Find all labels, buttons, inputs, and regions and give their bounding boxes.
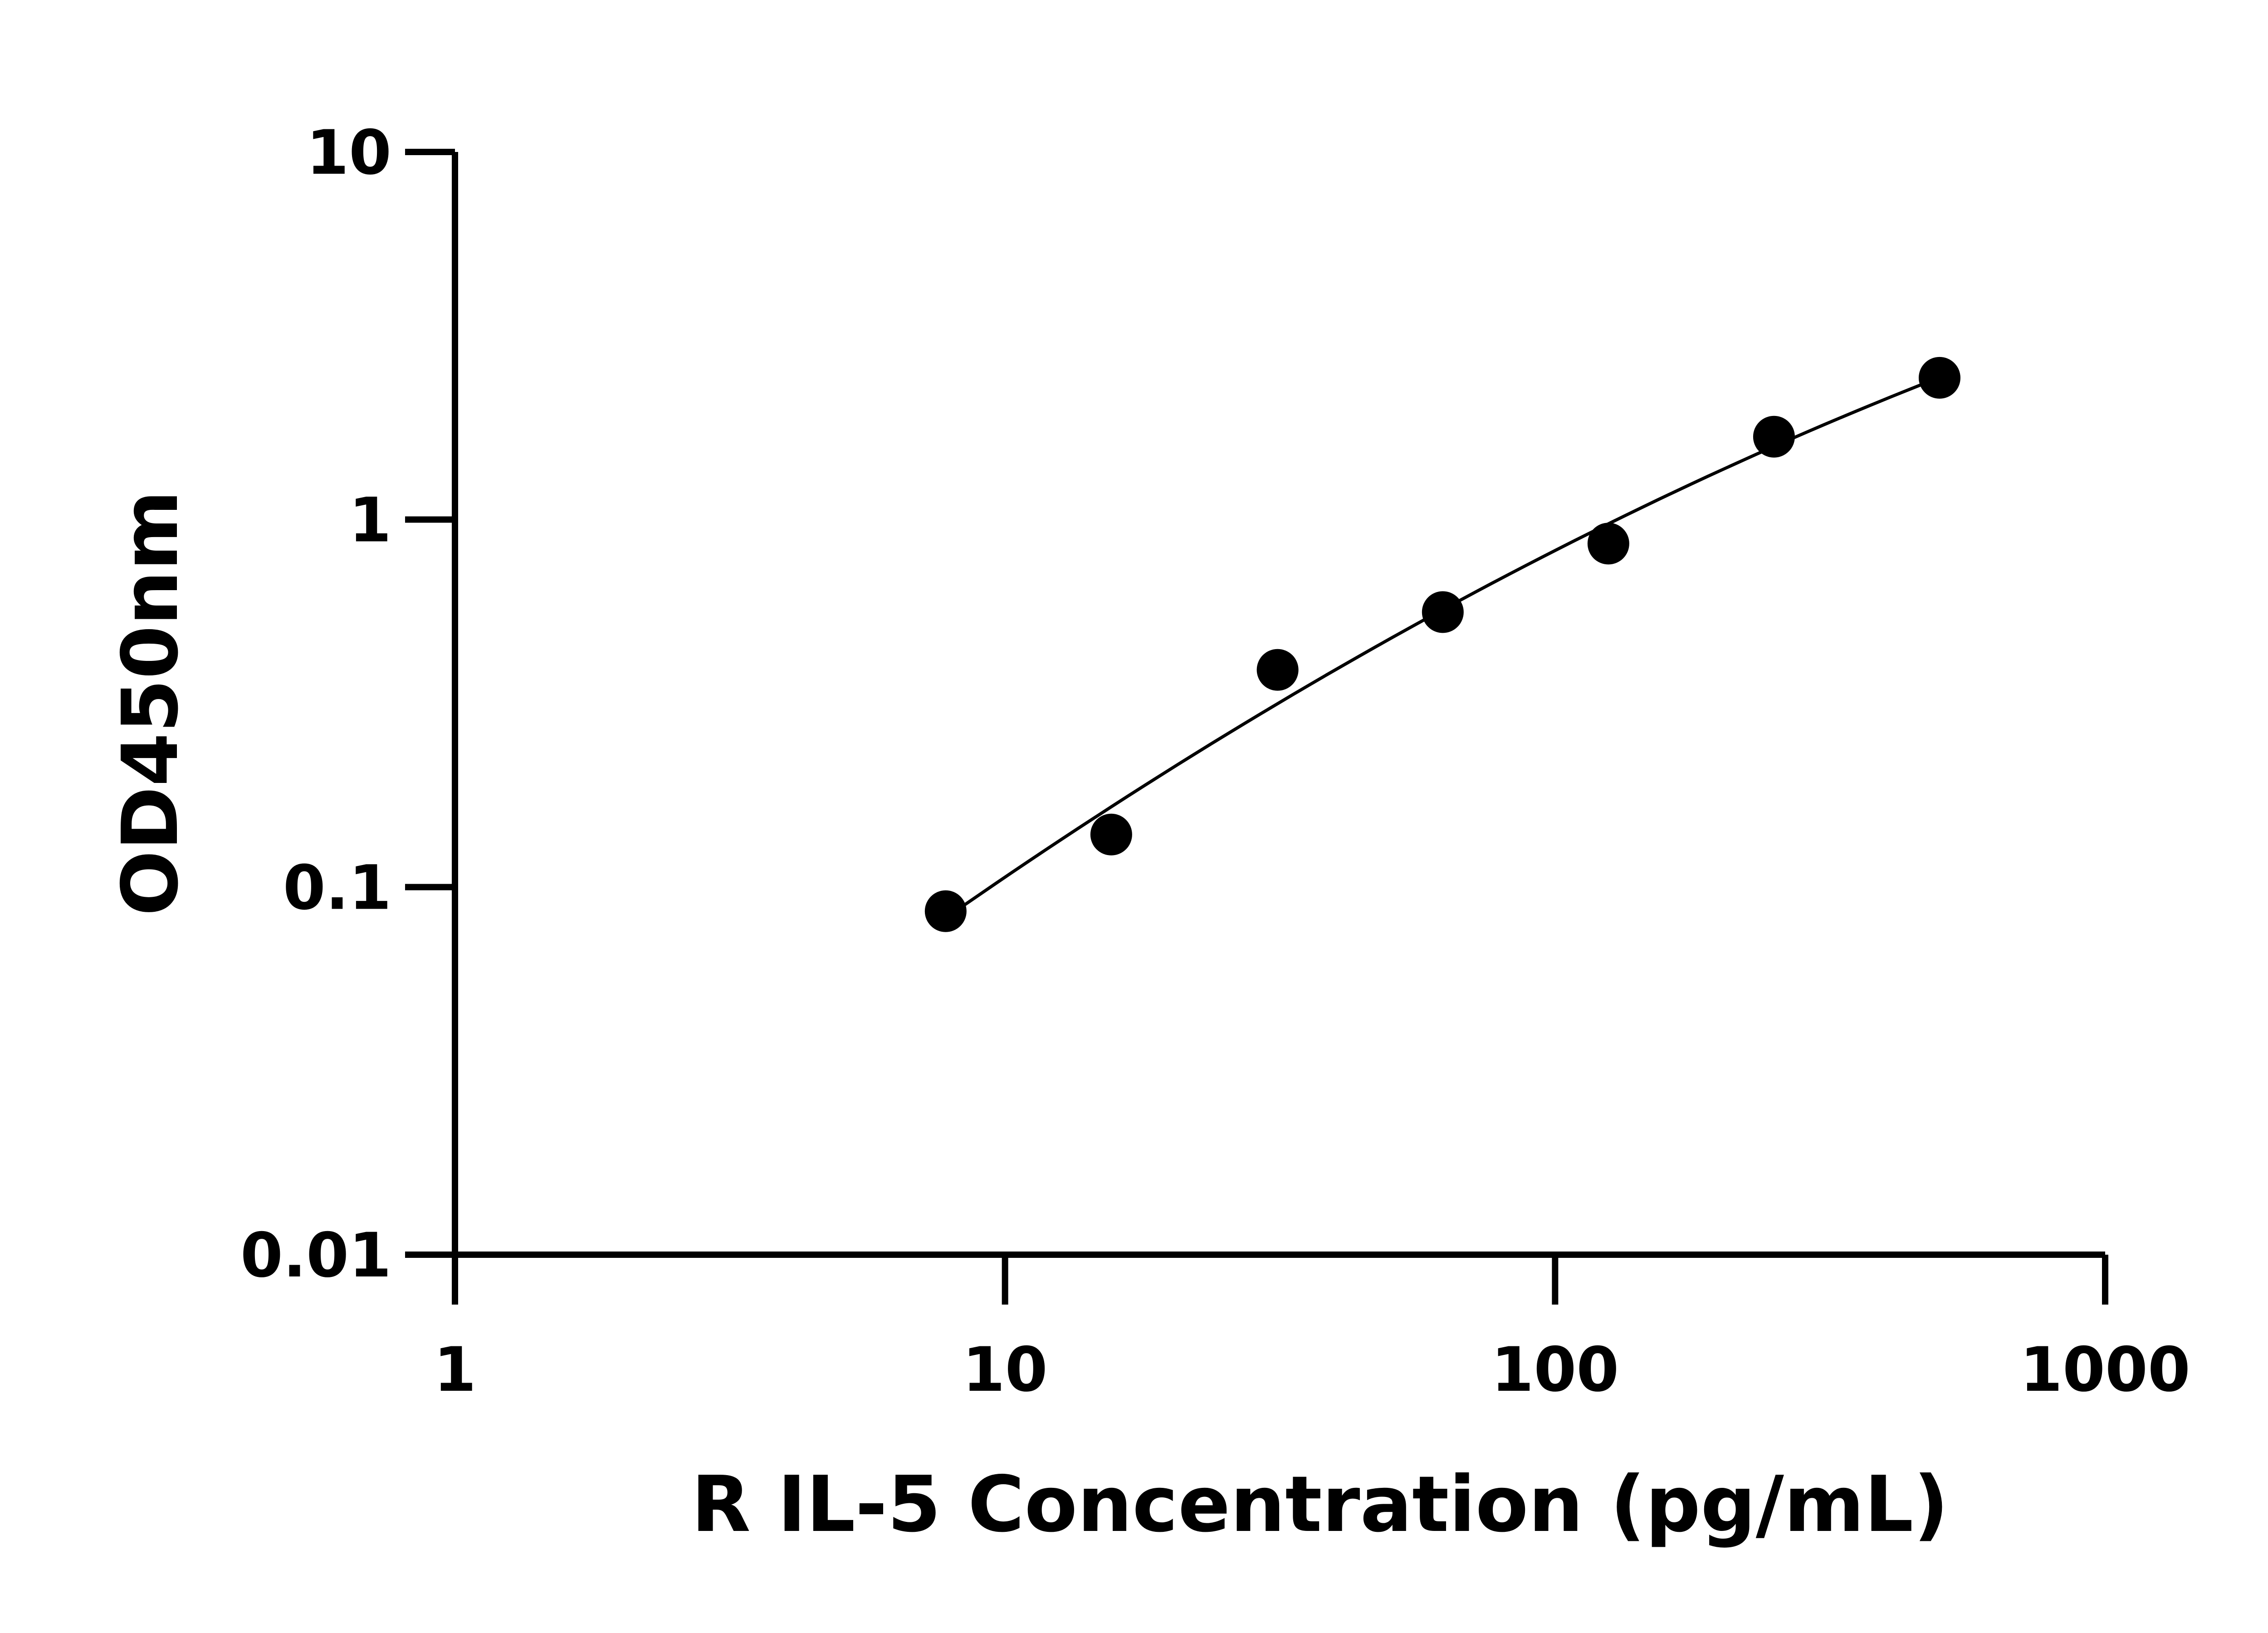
y-tick-label: 0.01 bbox=[240, 1220, 391, 1291]
x-tick-label: 10 bbox=[963, 1334, 1048, 1405]
x-tick-label: 1000 bbox=[2020, 1334, 2190, 1405]
data-point bbox=[924, 890, 967, 932]
data-point bbox=[1587, 523, 1629, 565]
y-tick-label: 0.1 bbox=[283, 852, 391, 924]
data-point bbox=[1753, 416, 1795, 458]
data-point bbox=[1422, 591, 1464, 633]
data-point bbox=[1256, 649, 1299, 691]
y-tick-label: 1 bbox=[349, 484, 391, 556]
data-point bbox=[1090, 813, 1132, 856]
tick-labels: 1 10 100 1000 0.01 0.1 1 10 bbox=[240, 117, 2190, 1405]
data-point bbox=[1918, 357, 1960, 399]
x-axis-title: R IL-5 Concentration (pg/mL) bbox=[691, 1460, 1949, 1550]
y-tick-label: 10 bbox=[306, 117, 391, 188]
data-points bbox=[924, 357, 1960, 932]
y-axis-title: OD450nm bbox=[106, 490, 196, 916]
x-tick-label: 1 bbox=[434, 1334, 476, 1405]
x-tick-label: 100 bbox=[1491, 1334, 1619, 1405]
axes bbox=[405, 149, 2108, 1305]
